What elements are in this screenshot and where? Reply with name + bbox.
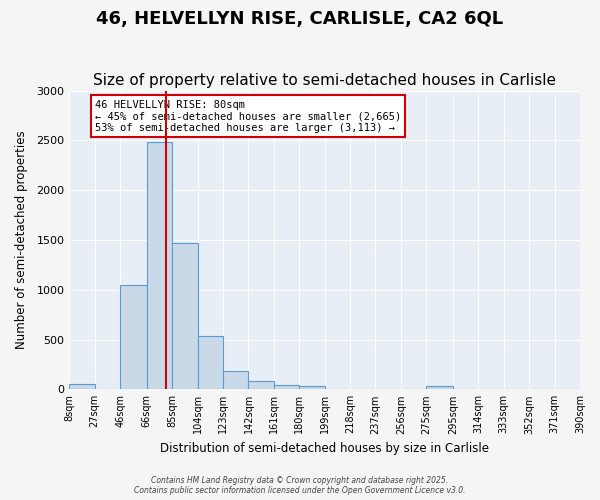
Bar [70, 384, 95, 390]
Y-axis label: Number of semi-detached properties: Number of semi-detached properties [15, 130, 28, 349]
Title: Size of property relative to semi-detached houses in Carlisle: Size of property relative to semi-detach… [93, 73, 556, 88]
Bar [147, 142, 172, 390]
Text: 46, HELVELLYN RISE, CARLISLE, CA2 6QL: 46, HELVELLYN RISE, CARLISLE, CA2 6QL [97, 10, 503, 28]
Bar [248, 381, 274, 390]
Bar [172, 243, 197, 390]
X-axis label: Distribution of semi-detached houses by size in Carlisle: Distribution of semi-detached houses by … [160, 442, 489, 455]
Bar [426, 386, 453, 390]
Bar [274, 386, 299, 390]
Bar [299, 386, 325, 390]
Bar [223, 371, 248, 390]
Text: 46 HELVELLYN RISE: 80sqm
← 45% of semi-detached houses are smaller (2,665)
53% o: 46 HELVELLYN RISE: 80sqm ← 45% of semi-d… [95, 100, 401, 132]
Text: Contains HM Land Registry data © Crown copyright and database right 2025.
Contai: Contains HM Land Registry data © Crown c… [134, 476, 466, 495]
Bar [120, 284, 147, 390]
Bar [197, 336, 223, 390]
